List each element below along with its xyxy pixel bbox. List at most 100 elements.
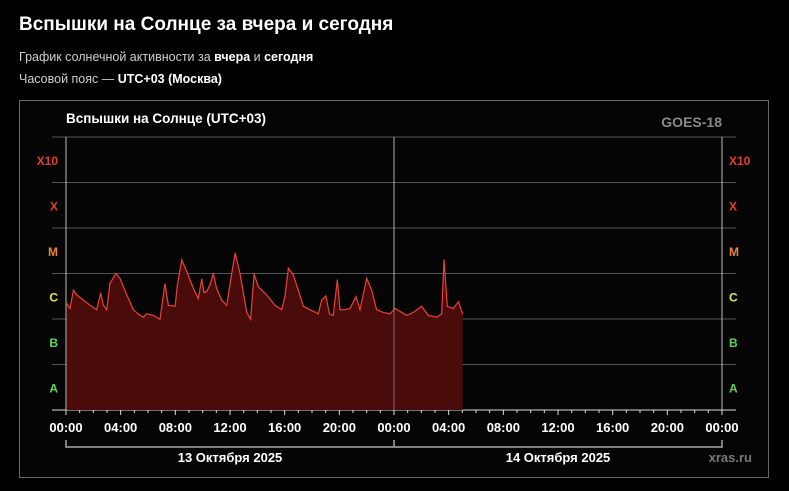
flux-point [109,282,111,284]
x-tick-label: 00:00 [705,420,738,435]
timezone-value: UTC+03 (Москва) [117,72,222,86]
flux-point [115,272,117,275]
flux-point [76,294,78,296]
flux-point [201,278,203,280]
flux-point [246,311,248,313]
x-tick-label: 16:00 [268,420,301,435]
flux-point [221,299,223,301]
class-label-right: C [729,290,738,304]
flux-point [174,305,176,307]
flux-point [281,309,283,311]
flux-point [292,274,294,276]
x-tick-label: 00:00 [49,420,82,435]
flux-point [366,277,368,280]
flux-point [302,305,304,307]
flux-point [406,314,408,316]
flux-point [412,311,414,313]
x-tick-label: 04:00 [432,420,465,435]
flux-line [66,253,464,322]
class-label-right: A [729,381,738,395]
flux-point [234,252,236,254]
flux-point [297,289,299,291]
class-label-left: B [49,336,58,350]
flux-point [82,299,84,301]
flux-point [339,309,341,311]
flux-point [321,299,323,301]
x-tick-label: 20:00 [323,420,356,435]
x-tick-label: 08:00 [487,420,520,435]
flux-point [102,304,104,306]
flux-point [401,311,403,313]
flux-point [106,309,108,311]
flux-point [325,295,327,297]
flux-point [212,272,214,275]
x-tick-label: 08:00 [159,420,192,435]
flux-point [69,307,71,310]
flux-point [287,267,289,269]
flux-point [382,311,384,313]
flux-point [359,309,361,311]
timezone-label: Часовой пояс — [19,72,118,86]
flux-point [462,313,464,315]
flux-point [349,307,351,310]
flux-point [152,314,154,316]
chart-title: Вспышки на Солнце (UTC+03) [66,111,266,126]
subtitle-yesterday: вчера [214,50,251,64]
satellite-label: GOES-18 [661,114,722,130]
class-label-right: B [729,336,738,350]
flux-point [257,286,259,288]
flux-point [336,279,338,281]
x-tick-label: 12:00 [213,420,246,435]
flux-point [146,313,148,315]
flux-point [355,296,357,298]
flux-point [394,307,396,310]
flux-point [239,272,241,275]
flux-point [164,283,166,285]
flux-point [167,304,169,306]
flux-point [328,313,330,315]
flux-point [284,296,286,298]
flux-point [376,309,378,311]
date-bracket [65,440,723,448]
flux-point [119,277,121,280]
flux-point [181,259,183,261]
flux-point [100,292,102,294]
flux-point [79,296,81,298]
flux-point [142,316,144,318]
class-label-left: M [48,245,58,259]
page-subtitle: График солнечной активности за вчера и с… [19,50,313,64]
flux-point [226,304,228,306]
flux-point [250,318,252,320]
flux-point [216,287,218,290]
flux-point [197,298,199,300]
subtitle-today: сегодня [264,50,314,64]
watermark: xras.ru [709,450,752,465]
page-title: Вспышки на Солнце за вчера и сегодня [19,14,394,35]
flux-point [253,273,255,275]
x-tick-label: 00:00 [377,420,410,435]
flux-point [344,309,346,311]
flux-point [436,316,438,318]
flux-point [309,309,311,311]
x-tick-label: 12:00 [541,420,574,435]
flux-point [159,318,161,320]
flux-point [452,307,454,310]
flux-point [371,289,373,291]
class-label-left: C [49,290,58,304]
flux-point [72,289,74,291]
flux-point [230,279,232,281]
flux-point [332,314,334,316]
flux-point [66,302,68,305]
flux-point [209,284,211,286]
class-label-left: X [50,199,58,213]
flux-point [132,309,134,311]
flux-point [421,305,423,307]
flux-point [206,291,208,293]
flux-point [266,294,268,296]
x-tick-label: 04:00 [104,420,137,435]
timezone-info: Часовой пояс — UTC+03 (Москва) [19,72,222,86]
flux-point [457,301,459,303]
flux-point [139,314,141,316]
class-label-left: X10 [37,154,59,168]
